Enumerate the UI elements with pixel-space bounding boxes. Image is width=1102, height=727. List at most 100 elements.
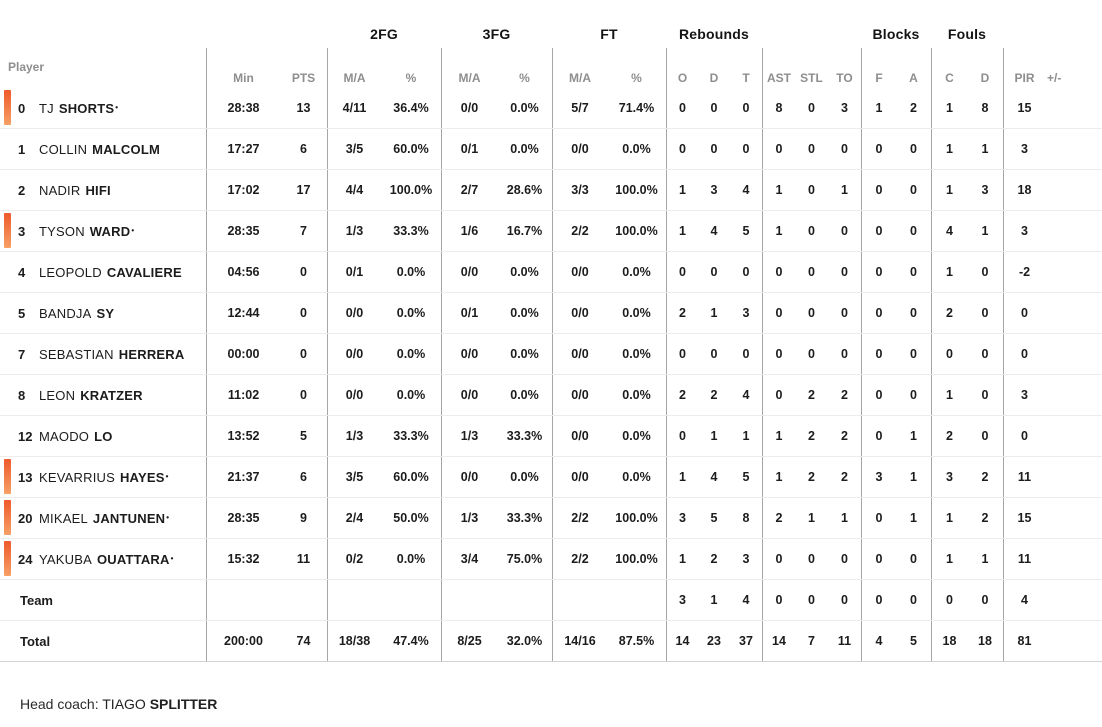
player-last-name: LO <box>94 428 113 444</box>
stat-fg3-pct: 0.0% <box>510 306 539 320</box>
stat-min: 200:00 <box>206 621 280 661</box>
stat-fg3-pct: 75.0% <box>506 552 543 566</box>
player-row: 3 TYSON WARD • 28:35 7 1/3 33.3% 1/6 16.7% 2/2 100.… <box>0 211 1102 252</box>
stat-ft-pct: 0.0% <box>622 142 651 156</box>
head-coach-line: Head coach: TIAGO SPLITTER <box>20 696 217 712</box>
stat-pts: 6 <box>300 142 307 156</box>
stat-reb-o: 0 <box>666 416 698 456</box>
stat-reb-o: 0 <box>666 88 698 128</box>
stat-pts: 0 <box>300 306 307 320</box>
stat-blk-f: 0 <box>861 334 896 374</box>
stat-ast: 2 <box>762 498 795 538</box>
stat-ast: 1 <box>762 416 795 456</box>
stat-blk-f: 0 <box>861 416 896 456</box>
stat-fg3-ma <box>441 580 497 620</box>
stat-foul-c: 2 <box>931 416 967 456</box>
stat-to: 0 <box>841 552 848 566</box>
stat-fg2-pct: 60.0% <box>393 142 429 156</box>
stat-ft-ma: 0/0 <box>552 457 607 497</box>
stat-fg3-ma: 1/3 <box>441 498 497 538</box>
player-cell: 1 COLLIN MALCOLM <box>0 129 206 169</box>
stat-min: 17:02 <box>206 170 280 210</box>
player-cell: 24 YAKUBA OUATTARA • <box>0 539 206 579</box>
stat-pir: 15 <box>1003 498 1045 538</box>
stat-fg2-pct: 60.0% <box>393 470 429 484</box>
stat-fg2-pct: 0.0% <box>396 306 426 320</box>
jersey-number: 3 <box>18 223 26 239</box>
stat-plusminus <box>1045 293 1102 333</box>
stat-pir: 81 <box>1003 621 1045 661</box>
stat-fg3-ma: 0/0 <box>441 375 497 415</box>
stat-min: 15:32 <box>206 539 280 579</box>
stat-plusminus <box>1045 375 1102 415</box>
stat-foul-c: 4 <box>931 211 967 251</box>
stat-fg3-pct: 28.6% <box>506 183 543 197</box>
player-cell: Team <box>0 580 206 620</box>
stat-fg3-pct: 33.3% <box>506 511 543 525</box>
stat-ast: 0 <box>762 293 795 333</box>
stat-ft-pct: 0.0% <box>622 347 651 361</box>
starter-dot: • <box>165 472 169 481</box>
starter-indicator-bar <box>4 90 11 125</box>
stat-stl: 0 <box>808 101 815 115</box>
stat-pts: 17 <box>296 183 311 197</box>
stat-blk-f: 4 <box>861 621 896 661</box>
col-header-foul-c: C <box>931 48 967 88</box>
stat-reb-d: 0 <box>710 265 718 279</box>
stat-fg3-pct: 33.3% <box>506 429 543 443</box>
team-row: Team 3 1 4 0 0 0 0 0 0 0 4 <box>0 580 1102 621</box>
stat-ast: 1 <box>762 457 795 497</box>
stat-ft-pct: 100.0% <box>615 183 658 197</box>
stat-foul-d: 0 <box>981 593 989 607</box>
stat-blk-a: 0 <box>910 224 917 238</box>
stat-blk-f: 1 <box>861 88 896 128</box>
stat-fg2-ma: 0/0 <box>327 293 381 333</box>
stat-reb-t: 37 <box>739 634 753 648</box>
stat-blk-a: 0 <box>910 265 917 279</box>
stat-fg2-pct: 0.0% <box>396 552 426 566</box>
stat-to: 0 <box>841 265 848 279</box>
stat-blk-f: 0 <box>861 211 896 251</box>
player-row: 1 COLLIN MALCOLM 17:27 6 3/5 60.0% 0/1 0.0% 0/0 0.… <box>0 129 1102 170</box>
stat-pir: 3 <box>1003 129 1045 169</box>
stat-ft-ma: 3/3 <box>552 170 607 210</box>
stat-pir: -2 <box>1003 252 1045 292</box>
stat-reb-o: 1 <box>666 457 698 497</box>
stat-reb-o: 2 <box>666 375 698 415</box>
stat-fg3-ma: 0/0 <box>441 88 497 128</box>
player-cell: 3 TYSON WARD • <box>0 211 206 251</box>
jersey-number: 24 <box>18 551 33 567</box>
stat-ast: 14 <box>762 621 795 661</box>
head-coach-last-name: SPLITTER <box>149 696 218 712</box>
stat-plusminus <box>1045 498 1102 538</box>
player-first-name: KEVARRIUS <box>39 469 115 485</box>
stat-min: 13:52 <box>206 416 280 456</box>
player-last-name: SHORTS <box>58 100 115 116</box>
player-row: 20 MIKAEL JANTUNEN • 28:35 9 2/4 50.0% 1/3 33.3% 2… <box>0 498 1102 539</box>
stat-blk-a: 1 <box>910 470 917 484</box>
col-header-foul-d: D <box>980 71 990 85</box>
stat-blk-a: 0 <box>910 142 917 156</box>
stat-foul-c: 0 <box>931 580 967 620</box>
stat-fg2-ma: 0/1 <box>327 252 381 292</box>
stat-plusminus <box>1045 88 1102 128</box>
stat-reb-o: 0 <box>666 129 698 169</box>
player-row: 0 TJ SHORTS • 28:38 13 4/11 36.4% 0/0 0.0% 5/7 71.4… <box>0 88 1102 129</box>
stat-plusminus <box>1045 416 1102 456</box>
stat-blk-f: 0 <box>861 580 896 620</box>
jersey-number: 7 <box>18 346 26 362</box>
stat-fg2-ma: 0/2 <box>327 539 381 579</box>
player-cell: Total <box>0 621 206 661</box>
player-last-name: WARD <box>89 223 131 239</box>
stat-reb-t: 1 <box>742 429 750 443</box>
stat-stl: 0 <box>808 183 815 197</box>
stat-fg2-pct: 0.0% <box>396 265 426 279</box>
stat-min: 28:35 <box>206 498 280 538</box>
col-header-stl: STL <box>800 71 823 85</box>
stat-fg3-ma: 8/25 <box>441 621 497 661</box>
stat-ft-ma: 2/2 <box>552 498 607 538</box>
stat-ft-pct: 71.4% <box>618 101 655 115</box>
player-cell: 5 BANDJA SY <box>0 293 206 333</box>
stat-foul-d: 1 <box>981 552 989 566</box>
stat-reb-d: 4 <box>710 224 718 238</box>
